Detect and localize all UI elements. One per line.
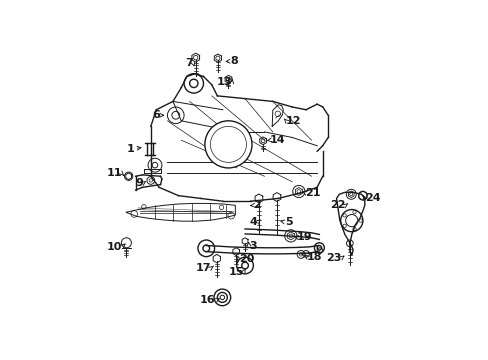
Text: 17: 17 [195,263,211,273]
Text: 15: 15 [228,267,243,277]
Text: 7: 7 [185,58,193,68]
Text: 24: 24 [364,193,380,203]
Text: 23: 23 [325,253,341,263]
Text: 11: 11 [106,168,122,179]
Text: 4: 4 [249,217,257,227]
Text: 18: 18 [306,252,322,262]
Text: 3: 3 [248,240,256,251]
Text: 1: 1 [127,144,135,153]
Text: 14: 14 [269,135,285,145]
Text: 6: 6 [151,110,160,120]
Text: 21: 21 [305,188,320,198]
Text: 19: 19 [297,232,312,242]
Text: 2: 2 [253,201,261,210]
Text: 13: 13 [216,77,232,87]
Text: 20: 20 [239,255,254,264]
Text: 8: 8 [230,56,238,66]
Text: 12: 12 [285,116,301,126]
Text: 22: 22 [329,201,345,210]
Text: 5: 5 [285,217,292,227]
Text: 10: 10 [106,242,122,252]
Text: 9: 9 [135,178,143,188]
Circle shape [204,121,251,168]
Text: 16: 16 [200,296,215,305]
